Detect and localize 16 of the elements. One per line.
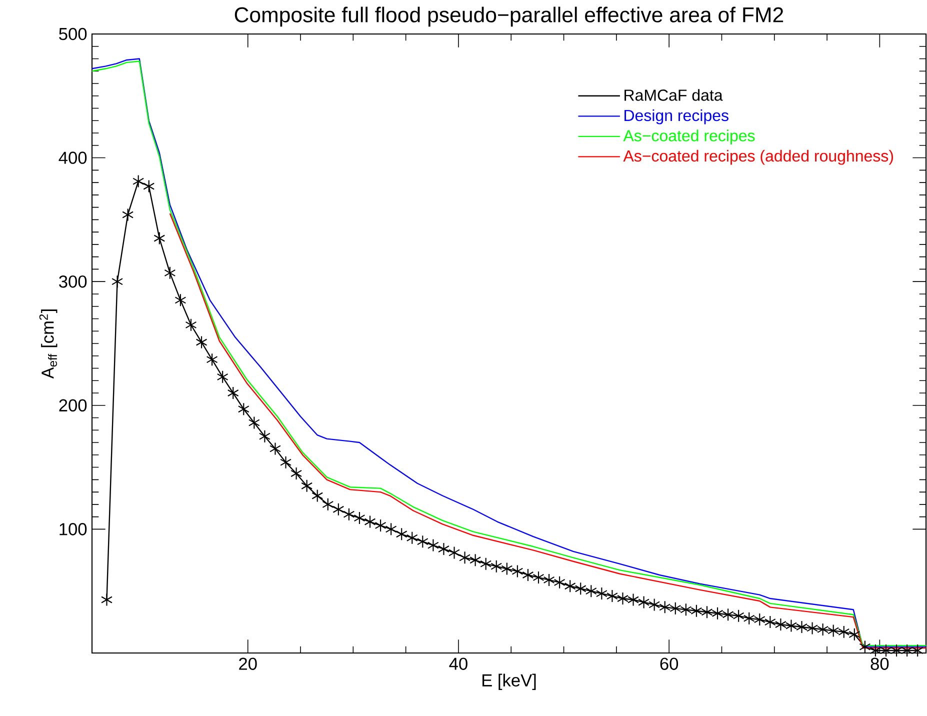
x-tick-label: 40 [449, 658, 468, 670]
legend-label: RaMCaF data [624, 89, 723, 101]
y-tick-label: 100 [60, 523, 87, 536]
y-tick-label: 400 [58, 152, 87, 164]
x-tick-label: 80 [870, 658, 889, 670]
legend-label: As−coated recipes (added roughness) [623, 150, 894, 165]
chart-title: Composite full flood pseudo−parallel effective area of FM2 [234, 6, 784, 27]
legend-label: As−coated recipes [623, 130, 755, 145]
y-tick-label: 300 [59, 275, 87, 288]
y-tick-label: 500 [59, 28, 87, 40]
x-axis-title: E [keV] [482, 674, 536, 690]
y-axis-title: A$_{eff}$ [cm$^{2}$] [39, 309, 58, 379]
x-tick-label: 60 [660, 658, 678, 670]
y-tick-label: 200 [59, 399, 87, 412]
x-tick-label: 20 [239, 658, 257, 670]
legend-label: Design recipes [624, 109, 728, 124]
